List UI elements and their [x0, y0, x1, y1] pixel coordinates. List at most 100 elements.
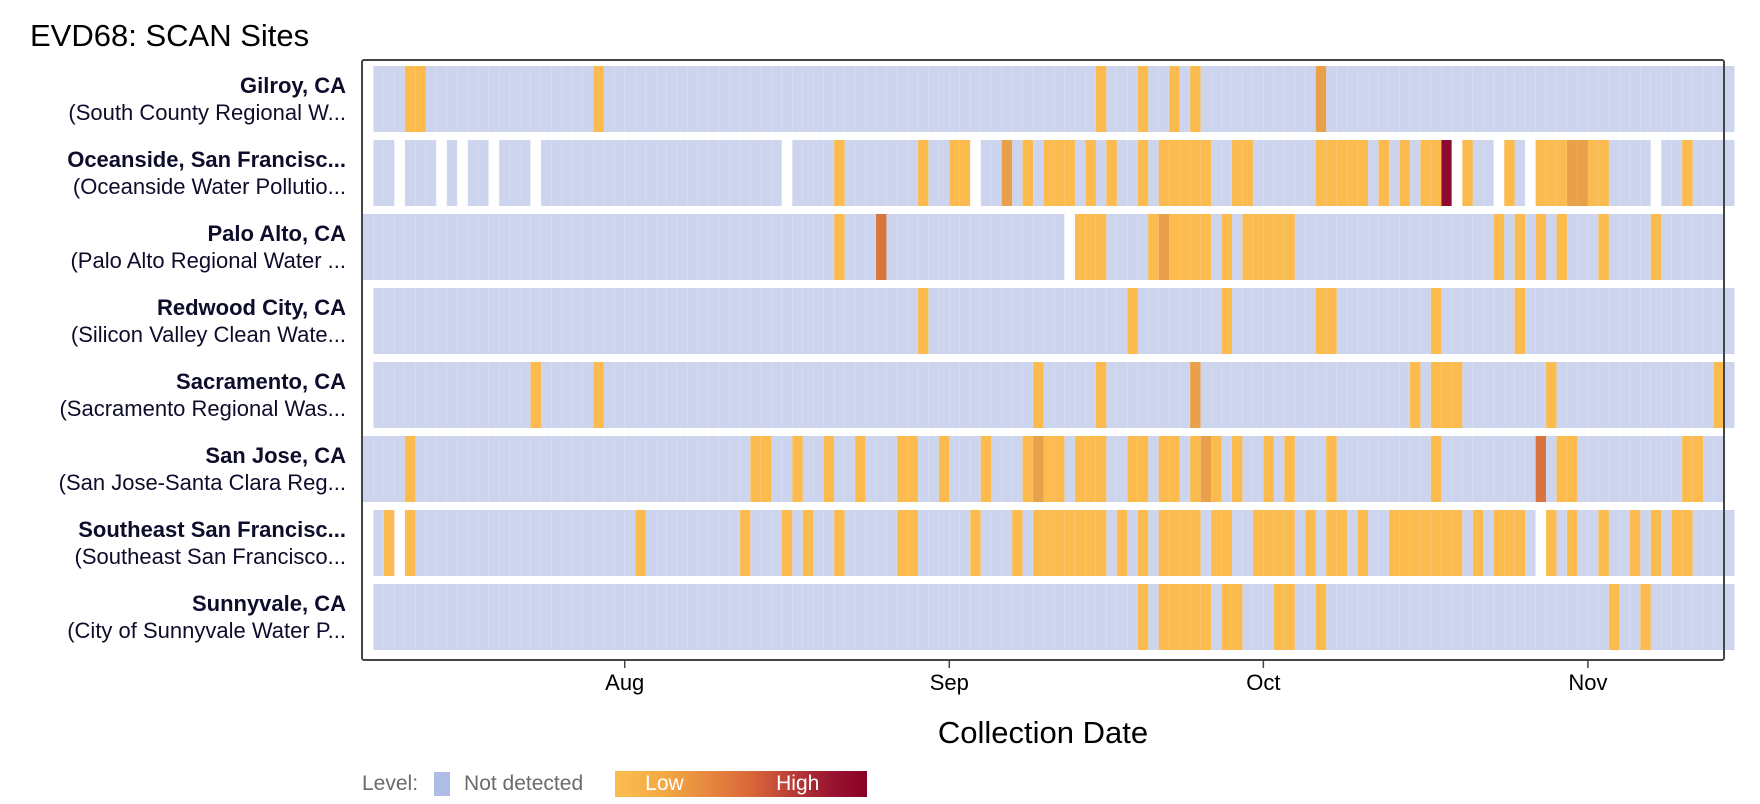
- detection-cell-low: [1043, 140, 1054, 206]
- detection-cell-low: [1221, 584, 1232, 650]
- no-sample-gap: [436, 140, 447, 206]
- heatmap-cells: [363, 66, 1735, 650]
- site-name-label: Redwood City, CA: [157, 295, 346, 320]
- detection-cell-low: [949, 140, 960, 206]
- detection-cell-low: [1127, 436, 1138, 502]
- no-sample-gap: [970, 140, 981, 206]
- detection-cell-low: [1169, 510, 1180, 576]
- detection-cell-low: [896, 436, 908, 502]
- detection-cell-low: [1399, 140, 1410, 206]
- detection-cell-low: [1430, 288, 1442, 354]
- legend-high-label: High: [776, 772, 820, 795]
- detection-cell-low: [1022, 436, 1034, 502]
- no-sample-gap: [1064, 214, 1075, 280]
- detection-cell-low: [1158, 436, 1170, 502]
- detection-cell-low: [1169, 436, 1180, 502]
- detection-cell-low: [1095, 436, 1107, 502]
- detection-cell-low: [1441, 362, 1452, 428]
- no-sample-gap: [530, 140, 541, 206]
- detection-cell-medium: [875, 214, 887, 280]
- detection-cell-low: [1682, 436, 1693, 502]
- detection-cell-low: [593, 66, 604, 132]
- detection-cell-low: [1650, 510, 1662, 576]
- no-sample-gap: [1451, 140, 1463, 206]
- site-name-label: San Jose, CA: [205, 443, 346, 468]
- detection-cell-low: [1179, 214, 1191, 280]
- detection-cell-low: [1085, 436, 1096, 502]
- detection-cell-low: [1451, 510, 1463, 576]
- detection-cell-low: [1074, 214, 1086, 280]
- detection-cell-low: [1085, 510, 1096, 576]
- site-facility-label: (Oceanside Water Pollutio...: [73, 174, 346, 199]
- detection-cell-low: [1326, 436, 1337, 502]
- detection-cell-low: [635, 510, 646, 576]
- detection-cell-low: [1493, 214, 1505, 280]
- detection-cell-low: [1326, 510, 1337, 576]
- detection-cell-low: [938, 436, 950, 502]
- detection-cell-low: [1357, 140, 1369, 206]
- detection-cell-low: [1409, 362, 1421, 428]
- detection-cell-low: [1682, 510, 1693, 576]
- detection-cell-mid: [1001, 140, 1013, 206]
- detection-cell-low: [1514, 510, 1526, 576]
- detection-cell-low: [415, 66, 426, 132]
- site-facility-label: (Silicon Valley Clean Wate...: [71, 322, 346, 347]
- detection-cell-mid: [1200, 436, 1212, 502]
- legend: Level: Not detected Low High: [362, 770, 868, 798]
- legend-low-label: Low: [645, 772, 684, 795]
- detection-cell-low: [917, 288, 929, 354]
- detection-cell-low: [1284, 436, 1295, 502]
- detection-cell-low: [1095, 510, 1107, 576]
- detection-cell-low: [1336, 140, 1348, 206]
- detection-cell-mid: [1566, 140, 1578, 206]
- x-axis: Aug Sep Oct Nov: [605, 660, 1607, 695]
- site-name-label: Southeast San Francisc...: [78, 517, 346, 542]
- detection-cell-low: [1085, 140, 1096, 206]
- detection-cell-mid: [1158, 214, 1170, 280]
- detection-cell-low: [896, 510, 908, 576]
- detection-cell-low: [1650, 214, 1662, 280]
- detection-cell-mid: [1577, 140, 1588, 206]
- detection-cell-low: [404, 436, 416, 502]
- legend-title: Level:: [362, 772, 419, 795]
- detection-cell-low: [404, 66, 416, 132]
- detection-cell-low: [1451, 362, 1463, 428]
- site-facility-label: (Southeast San Francisco...: [75, 544, 346, 569]
- detection-cell-low: [404, 510, 416, 576]
- detection-cell-low: [1420, 140, 1431, 206]
- detection-cell-low: [1033, 362, 1044, 428]
- x-tick-label: Sep: [930, 670, 969, 695]
- detection-cell-low: [1598, 214, 1609, 280]
- detection-cell-low: [1430, 510, 1442, 576]
- detection-cell-low: [1221, 510, 1232, 576]
- detection-cell-low: [1158, 510, 1170, 576]
- detection-cell-low: [1148, 214, 1159, 280]
- detection-cell-low: [1179, 510, 1191, 576]
- detection-cell-low: [1252, 214, 1264, 280]
- detection-cell-low: [1263, 214, 1274, 280]
- detection-cell-low: [907, 436, 918, 502]
- detection-cell-low: [1629, 510, 1641, 576]
- detection-cell-low: [907, 510, 918, 576]
- detection-cell-low: [1504, 140, 1515, 206]
- detection-cell-low: [1441, 510, 1452, 576]
- detection-cell-low: [1556, 214, 1567, 280]
- detection-cell-low: [1211, 510, 1222, 576]
- detection-cell-low: [1074, 510, 1086, 576]
- detection-cell-low: [1137, 584, 1149, 650]
- detection-cell-low: [792, 436, 803, 502]
- detection-cell-low: [1315, 288, 1327, 354]
- detection-cell-mid: [1033, 436, 1044, 502]
- detection-cell-low: [1137, 510, 1149, 576]
- detection-cell-low: [1116, 510, 1128, 576]
- no-sample-gap: [394, 140, 405, 206]
- detection-cell-low: [1190, 140, 1201, 206]
- detection-cell-low: [1462, 140, 1473, 206]
- detection-cell-low: [1273, 584, 1285, 650]
- detection-cell-low: [1598, 510, 1609, 576]
- detection-cell-low: [1137, 436, 1149, 502]
- detection-cell-low: [1053, 140, 1065, 206]
- detection-cell-mid: [1190, 362, 1201, 428]
- detection-cell-low: [1692, 436, 1704, 502]
- detection-cell-low: [1221, 288, 1232, 354]
